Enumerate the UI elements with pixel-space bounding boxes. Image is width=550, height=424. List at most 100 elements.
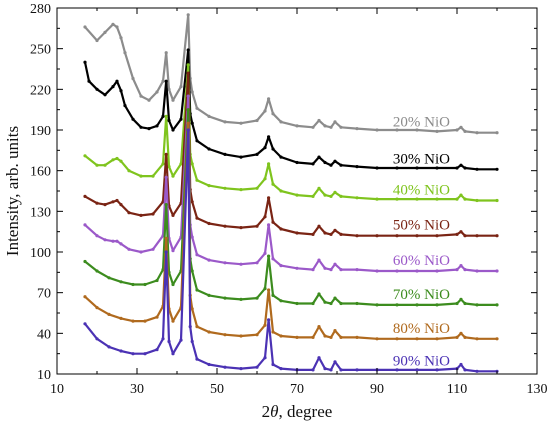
x-tick-label: 10 — [50, 382, 64, 397]
data-point — [435, 234, 439, 238]
data-point — [171, 128, 175, 132]
data-point — [395, 166, 399, 170]
data-point — [395, 128, 399, 132]
data-point — [107, 345, 111, 349]
data-point — [495, 198, 499, 203]
data-point — [475, 303, 479, 307]
data-point — [161, 337, 165, 341]
data-point — [161, 162, 165, 166]
x-tick-label: 90 — [370, 382, 384, 397]
data-point — [459, 163, 463, 167]
data-point — [329, 368, 333, 372]
data-point — [323, 124, 327, 128]
series-group: 60% NiO — [83, 94, 499, 273]
data-point — [271, 293, 275, 297]
data-point — [151, 212, 155, 216]
data-point — [164, 152, 168, 156]
data-point — [255, 296, 259, 300]
data-point — [164, 114, 168, 118]
data-point — [179, 338, 183, 342]
data-point — [171, 98, 175, 102]
data-point — [311, 301, 315, 306]
data-point — [255, 365, 259, 369]
data-point — [355, 335, 359, 339]
data-point — [295, 231, 299, 235]
data-point — [339, 335, 343, 339]
data-point — [333, 262, 337, 266]
series-group: 30% NiO — [83, 48, 499, 171]
y-axis-title: Intensity, arb. units — [3, 126, 22, 256]
data-point — [435, 368, 439, 372]
data-point — [179, 162, 183, 166]
data-point — [271, 257, 275, 261]
data-point — [317, 356, 321, 360]
data-point — [103, 30, 107, 34]
data-point — [119, 203, 123, 207]
data-point — [263, 356, 267, 360]
data-point — [190, 200, 194, 204]
data-point — [186, 71, 190, 75]
data-point — [355, 268, 359, 272]
data-point — [329, 125, 333, 129]
data-point — [255, 118, 259, 123]
data-point — [435, 197, 439, 201]
data-point — [103, 203, 107, 207]
series-line — [84, 108, 497, 306]
data-point — [119, 242, 123, 246]
data-point — [415, 269, 419, 273]
data-point — [186, 94, 190, 98]
data-point — [267, 97, 271, 101]
data-point — [329, 163, 333, 167]
data-point — [355, 301, 359, 306]
data-point — [223, 224, 227, 228]
data-point — [475, 167, 479, 171]
data-point — [339, 125, 343, 129]
data-point — [267, 162, 271, 166]
data-point — [475, 198, 479, 203]
data-point — [375, 234, 379, 238]
series-group: 70% NiO — [83, 108, 499, 307]
data-point — [295, 160, 299, 165]
data-point — [339, 194, 343, 198]
data-point — [311, 268, 315, 272]
data-point — [395, 197, 399, 201]
data-point — [435, 129, 439, 133]
data-point — [455, 197, 459, 201]
data-point — [195, 139, 199, 143]
data-point — [95, 234, 99, 238]
data-point — [119, 280, 123, 284]
data-point — [239, 297, 243, 301]
data-point — [195, 288, 199, 292]
data-point — [279, 264, 283, 268]
x-tick-label: 30 — [130, 382, 144, 397]
x-tick-label: 130 — [527, 382, 548, 397]
data-point — [239, 155, 243, 159]
data-point — [127, 211, 131, 215]
data-point — [271, 362, 275, 367]
data-point — [255, 261, 259, 265]
data-point — [317, 258, 321, 262]
series-label: 90% NiO — [393, 353, 450, 369]
data-point — [239, 226, 243, 230]
data-point — [119, 316, 123, 320]
data-point — [459, 264, 463, 268]
data-point — [127, 169, 131, 173]
data-point — [95, 163, 99, 167]
data-point — [171, 352, 175, 356]
data-point — [317, 325, 321, 329]
data-point — [279, 120, 283, 124]
data-point — [323, 367, 327, 371]
y-tick-label: 130 — [30, 205, 51, 220]
series-label: 80% NiO — [393, 321, 450, 337]
data-point — [495, 234, 499, 238]
data-point — [131, 319, 135, 323]
series-label: 30% NiO — [393, 151, 450, 167]
data-point — [186, 108, 190, 112]
y-tick-label: 250 — [30, 43, 51, 58]
data-point — [395, 337, 399, 341]
data-point — [103, 163, 107, 167]
data-point — [415, 234, 419, 238]
data-point — [164, 236, 168, 240]
data-point — [195, 178, 199, 182]
data-point — [435, 337, 439, 341]
